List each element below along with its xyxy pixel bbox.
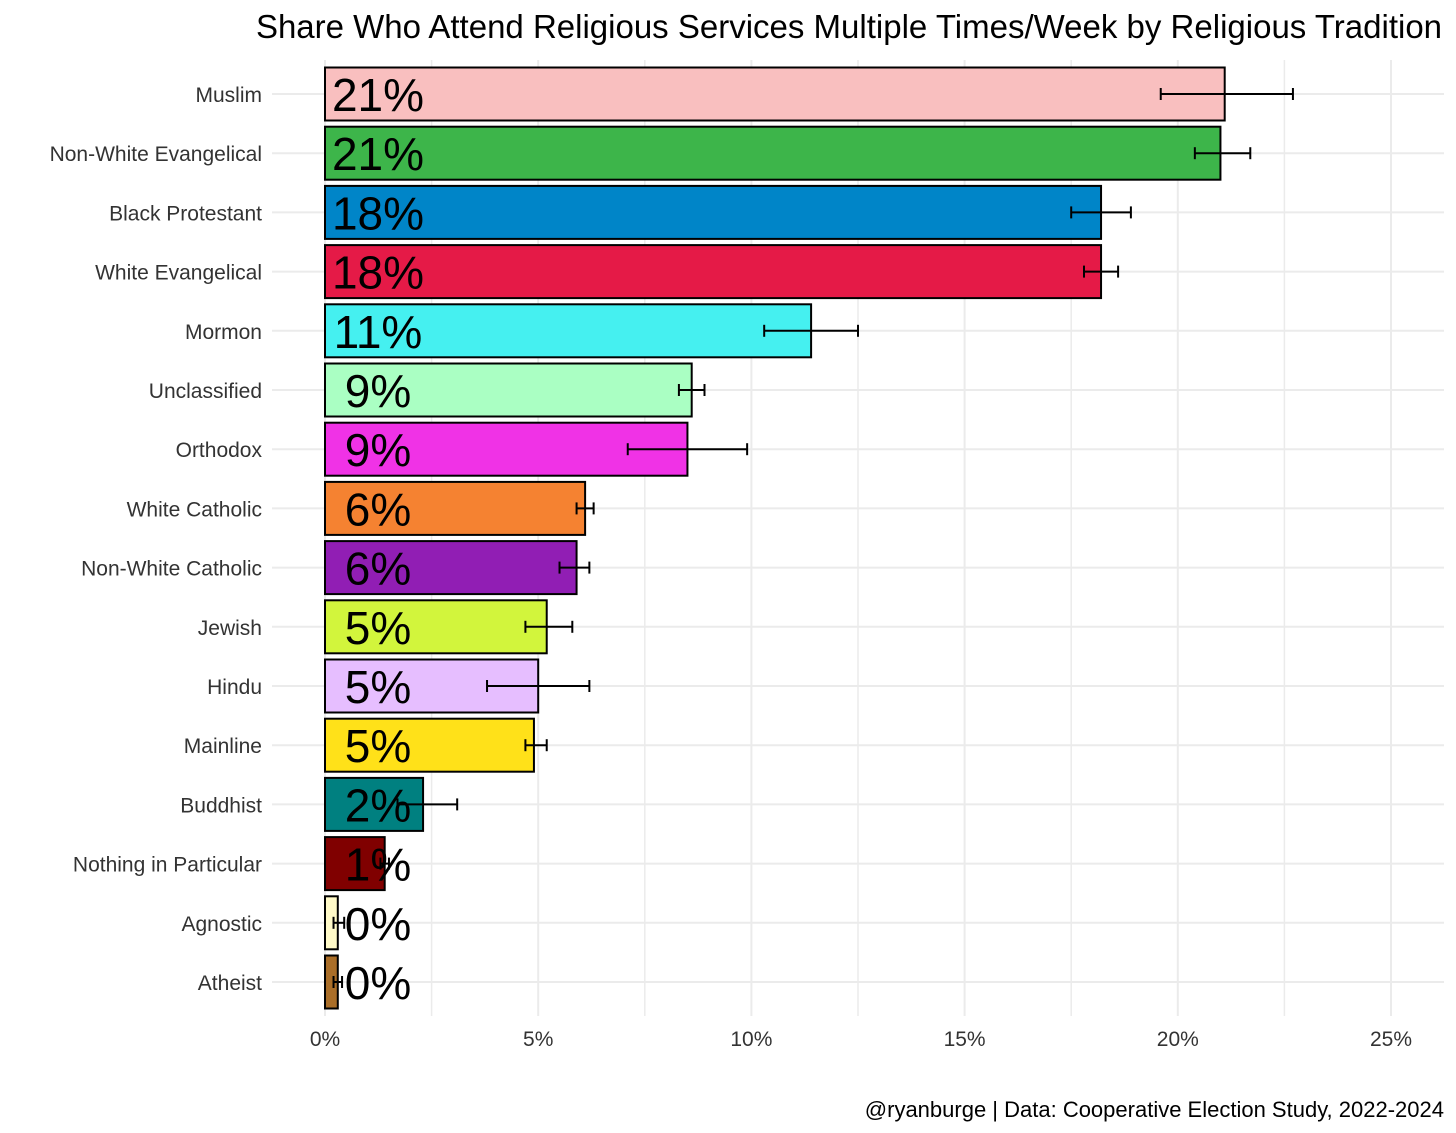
bar-value-label: 9% bbox=[345, 424, 411, 476]
x-tick-label: 20% bbox=[1157, 1028, 1199, 1051]
error-bar bbox=[1082, 265, 1120, 278]
category-label: White Evangelical bbox=[95, 262, 262, 285]
bar-value-label: 2% bbox=[345, 779, 411, 831]
category-label: Non-White Evangelical bbox=[50, 143, 262, 166]
category-label: Orthodox bbox=[176, 439, 263, 462]
error-bar bbox=[626, 443, 749, 456]
x-tick-label: 5% bbox=[523, 1028, 553, 1051]
error-bars-group bbox=[332, 88, 1294, 988]
bar-value-label: 5% bbox=[345, 602, 411, 654]
category-label: Buddhist bbox=[180, 794, 262, 817]
error-bar bbox=[396, 798, 459, 811]
category-label: Mainline bbox=[184, 735, 262, 758]
error-bar bbox=[524, 739, 548, 752]
category-label: Agnostic bbox=[181, 913, 262, 936]
error-bar bbox=[558, 561, 591, 574]
bar bbox=[324, 184, 1103, 240]
x-axis-ticks-group: 0% 5% 10% 15% 20% 25% bbox=[310, 1028, 1412, 1051]
error-bar bbox=[332, 976, 344, 988]
x-tick-label: 25% bbox=[1370, 1028, 1412, 1051]
category-label: White Catholic bbox=[127, 498, 262, 521]
error-bar bbox=[575, 502, 595, 515]
category-label: Mormon bbox=[185, 321, 262, 344]
value-labels-group: 21% 21% 18% 18% 11% 9% 9% 6% 6% 5% 5% 5% 2% 1% 0% 0% bbox=[332, 69, 424, 1009]
bars-group bbox=[324, 66, 1226, 1010]
bar bbox=[324, 244, 1103, 300]
bar-value-label: 6% bbox=[345, 543, 411, 595]
bar bbox=[324, 125, 1222, 181]
category-label: Muslim bbox=[196, 84, 263, 107]
bar-value-label: 5% bbox=[345, 720, 411, 772]
x-tick-label: 0% bbox=[310, 1028, 340, 1051]
error-bar bbox=[332, 916, 346, 929]
bar-value-label: 18% bbox=[332, 247, 424, 299]
bar-value-label: 11% bbox=[334, 306, 423, 358]
error-bar bbox=[763, 324, 859, 337]
x-tick-label: 10% bbox=[730, 1028, 772, 1051]
chart-caption: @ryanburge | Data: Cooperative Election … bbox=[865, 1097, 1444, 1122]
category-labels-group: Muslim Non-White Evangelical Black Protest… bbox=[50, 84, 263, 995]
category-label: Atheist bbox=[198, 972, 262, 995]
bar bbox=[324, 66, 1226, 122]
category-label: Unclassified bbox=[149, 380, 262, 403]
bar-value-label: 21% bbox=[332, 69, 424, 121]
bar-value-label: 18% bbox=[332, 187, 424, 239]
error-bar bbox=[486, 680, 591, 692]
category-label: Nothing in Particular bbox=[73, 854, 262, 877]
bar-value-label: 5% bbox=[345, 661, 411, 713]
bar bbox=[324, 540, 578, 596]
error-bar bbox=[524, 620, 574, 633]
error-bar bbox=[1159, 88, 1294, 100]
bar bbox=[324, 836, 386, 892]
bar-value-label: 6% bbox=[345, 483, 411, 535]
chart-title: Share Who Attend Religious Services Mult… bbox=[256, 8, 1442, 45]
bar-value-label: 21% bbox=[332, 128, 424, 180]
category-label: Black Protestant bbox=[109, 202, 262, 225]
category-label: Jewish bbox=[198, 617, 262, 640]
x-tick-label: 15% bbox=[944, 1028, 986, 1051]
category-label: Non-White Catholic bbox=[81, 558, 262, 581]
error-bar bbox=[1070, 206, 1132, 219]
bar-value-label: 1% bbox=[345, 839, 411, 891]
error-bar bbox=[379, 857, 390, 870]
bar bbox=[324, 480, 587, 536]
bar-value-label: 0% bbox=[345, 957, 411, 1009]
error-bar bbox=[1193, 147, 1252, 160]
bar-value-label: 0% bbox=[345, 898, 411, 950]
error-bar bbox=[677, 384, 706, 396]
category-label: Hindu bbox=[207, 676, 262, 699]
bar-value-label: 9% bbox=[345, 365, 411, 417]
bar bbox=[324, 717, 535, 773]
